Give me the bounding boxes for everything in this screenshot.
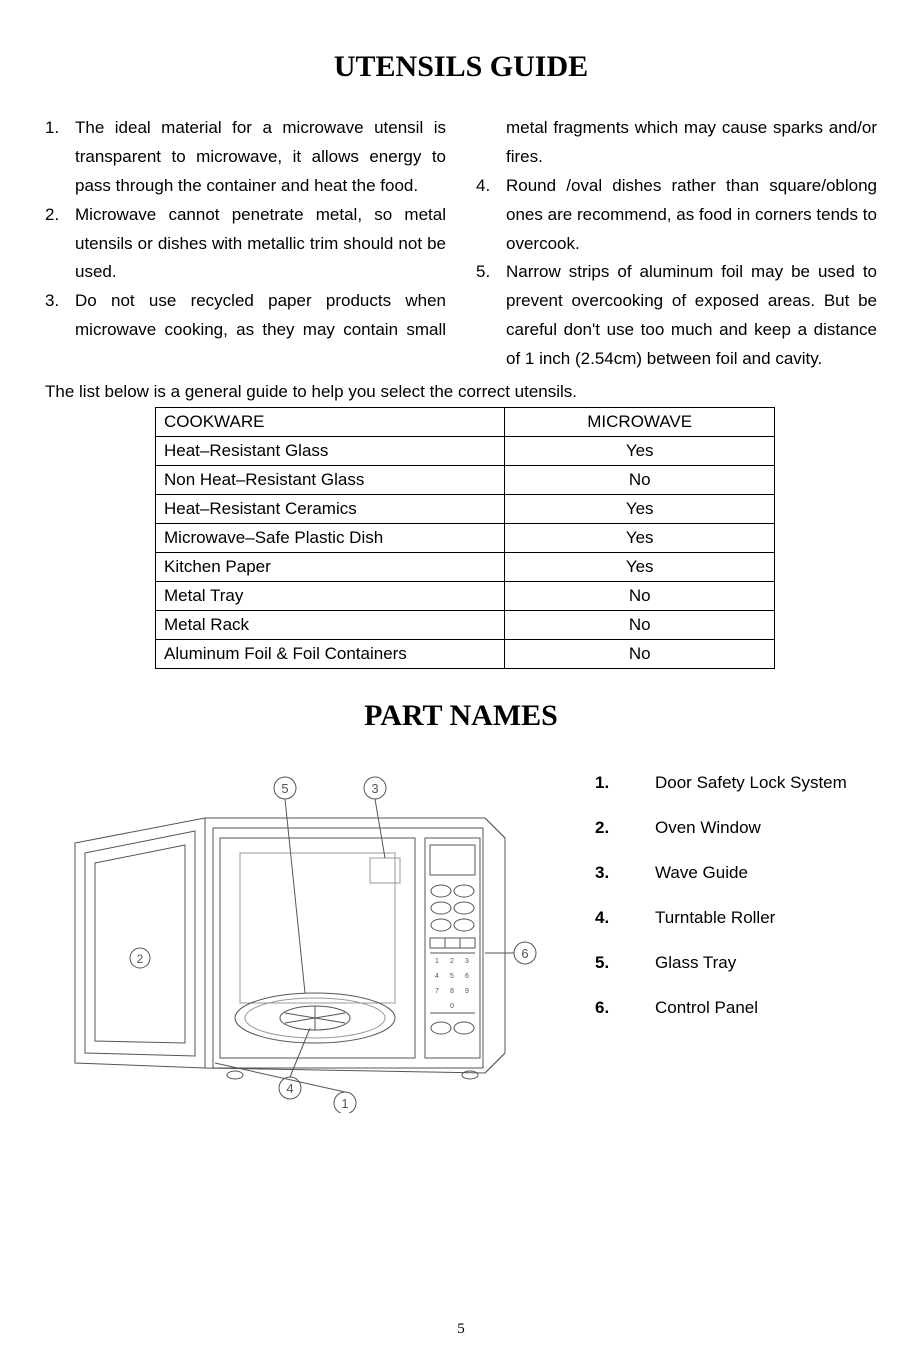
microwave-diagram: 2 bbox=[55, 763, 545, 1118]
svg-text:5: 5 bbox=[450, 973, 454, 980]
table-cell: Microwave–Safe Plastic Dish bbox=[156, 523, 505, 552]
svg-text:3: 3 bbox=[371, 781, 378, 796]
table-cell: Metal Rack bbox=[156, 610, 505, 639]
svg-text:7: 7 bbox=[435, 988, 439, 995]
svg-text:5: 5 bbox=[281, 781, 288, 796]
table-row: Non Heat–Resistant GlassNo bbox=[156, 465, 775, 494]
table-row: Microwave–Safe Plastic DishYes bbox=[156, 523, 775, 552]
guidelines-columns: 1. The ideal material for a microwave ut… bbox=[45, 114, 877, 374]
table-header-cookware: COOKWARE bbox=[156, 407, 505, 436]
table-cell: Yes bbox=[505, 494, 775, 523]
table-cell: No bbox=[505, 581, 775, 610]
microwave-svg-icon: 2 bbox=[55, 763, 545, 1113]
part-item: 1. Door Safety Lock System bbox=[595, 773, 877, 793]
part-label: Wave Guide bbox=[655, 863, 877, 883]
guideline-text: Narrow strips of aluminum foil may be us… bbox=[506, 258, 877, 374]
svg-text:8: 8 bbox=[450, 988, 454, 995]
guideline-item: 1. The ideal material for a microwave ut… bbox=[45, 114, 446, 201]
part-number: 3. bbox=[595, 863, 655, 883]
part-number: 4. bbox=[595, 908, 655, 928]
table-header-row: COOKWARE MICROWAVE bbox=[156, 407, 775, 436]
part-number: 6. bbox=[595, 998, 655, 1018]
page-number: 5 bbox=[0, 1321, 922, 1338]
table-cell: No bbox=[505, 465, 775, 494]
part-label: Door Safety Lock System bbox=[655, 773, 877, 793]
table-cell: Kitchen Paper bbox=[156, 552, 505, 581]
table-row: Kitchen PaperYes bbox=[156, 552, 775, 581]
part-item: 2. Oven Window bbox=[595, 818, 877, 838]
table-cell: Aluminum Foil & Foil Containers bbox=[156, 639, 505, 668]
table-cell: Yes bbox=[505, 523, 775, 552]
part-item: 4. Turntable Roller bbox=[595, 908, 877, 928]
guideline-number: 5. bbox=[476, 258, 506, 374]
part-number: 2. bbox=[595, 818, 655, 838]
part-item: 5. Glass Tray bbox=[595, 953, 877, 973]
table-row: Heat–Resistant CeramicsYes bbox=[156, 494, 775, 523]
table-row: Metal TrayNo bbox=[156, 581, 775, 610]
svg-text:1: 1 bbox=[435, 958, 439, 965]
part-label: Control Panel bbox=[655, 998, 877, 1018]
guideline-text: Round /oval dishes rather than square/ob… bbox=[506, 172, 877, 259]
table-cell: Heat–Resistant Glass bbox=[156, 436, 505, 465]
guideline-item: 4. Round /oval dishes rather than square… bbox=[476, 172, 877, 259]
part-label: Glass Tray bbox=[655, 953, 877, 973]
parts-list: 1. Door Safety Lock System 2. Oven Windo… bbox=[545, 763, 877, 1043]
guideline-text: The ideal material for a microwave utens… bbox=[75, 114, 446, 201]
svg-text:6: 6 bbox=[465, 973, 469, 980]
table-intro-text: The list below is a general guide to hel… bbox=[45, 378, 877, 407]
table-cell: No bbox=[505, 610, 775, 639]
table-cell: Heat–Resistant Ceramics bbox=[156, 494, 505, 523]
svg-text:9: 9 bbox=[465, 988, 469, 995]
guideline-number: 1. bbox=[45, 114, 75, 201]
utensils-guide-title: UTENSILS GUIDE bbox=[45, 50, 877, 84]
part-number: 1. bbox=[595, 773, 655, 793]
part-item: 6. Control Panel bbox=[595, 998, 877, 1018]
table-cell: Metal Tray bbox=[156, 581, 505, 610]
table-cell: Yes bbox=[505, 436, 775, 465]
svg-text:0: 0 bbox=[450, 1003, 454, 1010]
part-names-title: PART NAMES bbox=[45, 699, 877, 733]
table-cell: Non Heat–Resistant Glass bbox=[156, 465, 505, 494]
guideline-text: Microwave cannot penetrate metal, so met… bbox=[75, 201, 446, 288]
svg-text:2: 2 bbox=[450, 958, 454, 965]
guideline-item: 2. Microwave cannot penetrate metal, so … bbox=[45, 201, 446, 288]
svg-text:6: 6 bbox=[521, 946, 528, 961]
table-row: Aluminum Foil & Foil ContainersNo bbox=[156, 639, 775, 668]
table-header-microwave: MICROWAVE bbox=[505, 407, 775, 436]
guideline-number: 2. bbox=[45, 201, 75, 288]
guideline-number: 4. bbox=[476, 172, 506, 259]
part-label: Oven Window bbox=[655, 818, 877, 838]
svg-text:1: 1 bbox=[341, 1096, 348, 1111]
part-number: 5. bbox=[595, 953, 655, 973]
table-row: Metal RackNo bbox=[156, 610, 775, 639]
part-item: 3. Wave Guide bbox=[595, 863, 877, 883]
part-label: Turntable Roller bbox=[655, 908, 877, 928]
svg-text:4: 4 bbox=[286, 1081, 293, 1096]
svg-text:4: 4 bbox=[435, 973, 439, 980]
svg-text:2: 2 bbox=[137, 952, 144, 966]
cookware-table: COOKWARE MICROWAVE Heat–Resistant GlassY… bbox=[155, 407, 775, 669]
table-row: Heat–Resistant GlassYes bbox=[156, 436, 775, 465]
guideline-item: 5. Narrow strips of aluminum foil may be… bbox=[476, 258, 877, 374]
svg-text:3: 3 bbox=[465, 958, 469, 965]
table-cell: Yes bbox=[505, 552, 775, 581]
table-cell: No bbox=[505, 639, 775, 668]
